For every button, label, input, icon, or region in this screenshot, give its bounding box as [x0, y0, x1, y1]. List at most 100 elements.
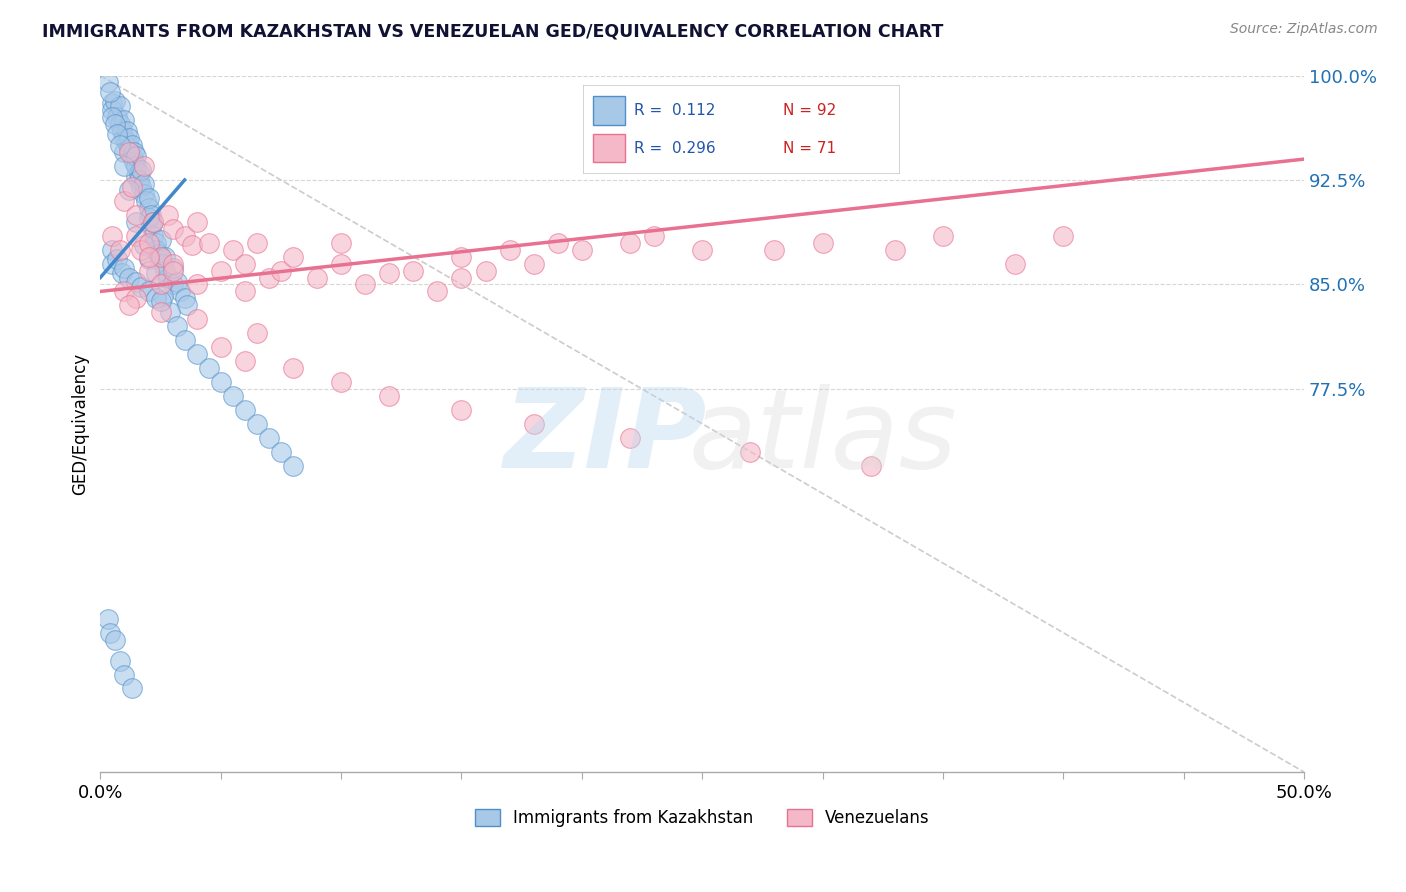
- Point: [378, 266, 401, 280]
- Point: [169, 285, 191, 299]
- Point: [132, 238, 155, 252]
- Point: [270, 263, 292, 277]
- Point: [450, 270, 472, 285]
- Point: [118, 145, 141, 160]
- Point: [108, 654, 131, 668]
- Point: [129, 243, 152, 257]
- Point: [125, 149, 148, 163]
- Point: [122, 145, 145, 160]
- Point: [330, 235, 353, 250]
- Point: [186, 215, 208, 229]
- Point: [111, 266, 134, 280]
- Point: [305, 270, 328, 285]
- Point: [146, 247, 169, 261]
- Point: [125, 275, 148, 289]
- Point: [354, 277, 377, 292]
- Point: [118, 298, 141, 312]
- Point: [173, 333, 195, 347]
- Point: [138, 263, 160, 277]
- Point: [155, 263, 177, 277]
- Point: [209, 263, 232, 277]
- Point: [149, 277, 172, 292]
- Point: [197, 361, 219, 376]
- Point: [97, 612, 120, 626]
- Point: [740, 444, 762, 458]
- Point: [811, 235, 834, 250]
- Point: [281, 361, 304, 376]
- Point: [162, 277, 184, 292]
- Point: [112, 113, 135, 128]
- Legend: Immigrants from Kazakhstan, Venezuelans: Immigrants from Kazakhstan, Venezuelans: [468, 802, 936, 833]
- Point: [186, 277, 208, 292]
- Point: [111, 124, 134, 138]
- Text: atlas: atlas: [689, 384, 957, 491]
- Text: R =  0.112: R = 0.112: [634, 103, 716, 118]
- Point: [132, 177, 155, 191]
- Point: [152, 288, 174, 302]
- Point: [209, 375, 232, 389]
- Y-axis label: GED/Equivalency: GED/Equivalency: [72, 352, 89, 495]
- Point: [112, 194, 135, 208]
- Point: [156, 208, 179, 222]
- Point: [142, 215, 165, 229]
- Point: [571, 243, 593, 257]
- Point: [162, 221, 184, 235]
- Point: [209, 340, 232, 354]
- Point: [166, 319, 188, 334]
- Point: [474, 263, 496, 277]
- Point: [222, 389, 245, 403]
- Point: [1004, 256, 1026, 270]
- Point: [281, 458, 304, 473]
- Point: [121, 681, 143, 696]
- Point: [145, 235, 167, 250]
- Point: [98, 625, 121, 640]
- Point: [129, 163, 152, 178]
- Point: [104, 94, 127, 108]
- Point: [138, 191, 160, 205]
- Point: [159, 305, 181, 319]
- Point: [97, 75, 120, 89]
- Point: [142, 215, 165, 229]
- Point: [125, 215, 148, 229]
- Point: [619, 235, 641, 250]
- Point: [859, 458, 882, 473]
- Point: [112, 667, 135, 681]
- Bar: [593, 96, 624, 125]
- Point: [145, 266, 167, 280]
- Point: [105, 111, 128, 125]
- Point: [101, 96, 124, 111]
- Text: Source: ZipAtlas.com: Source: ZipAtlas.com: [1230, 22, 1378, 37]
- Point: [132, 159, 155, 173]
- Point: [112, 159, 135, 173]
- Point: [108, 138, 131, 153]
- Point: [450, 250, 472, 264]
- Point: [105, 252, 128, 267]
- Point: [138, 235, 160, 250]
- Point: [104, 117, 127, 131]
- Point: [118, 141, 141, 155]
- Point: [129, 180, 152, 194]
- Point: [128, 166, 150, 180]
- Point: [132, 186, 155, 201]
- Point: [98, 85, 121, 99]
- Text: IMMIGRANTS FROM KAZAKHSTAN VS VENEZUELAN GED/EQUIVALENCY CORRELATION CHART: IMMIGRANTS FROM KAZAKHSTAN VS VENEZUELAN…: [42, 22, 943, 40]
- Point: [523, 417, 546, 431]
- Point: [112, 145, 135, 160]
- Point: [108, 243, 131, 257]
- Point: [149, 233, 172, 247]
- Point: [101, 103, 124, 118]
- Point: [932, 228, 955, 243]
- Point: [101, 256, 124, 270]
- Point: [105, 127, 128, 141]
- Point: [135, 194, 157, 208]
- Point: [222, 243, 245, 257]
- Point: [112, 131, 135, 145]
- Point: [330, 256, 353, 270]
- Point: [246, 326, 269, 341]
- Point: [129, 280, 152, 294]
- Point: [233, 402, 256, 417]
- Point: [547, 235, 569, 250]
- Point: [257, 270, 280, 285]
- Point: [450, 402, 472, 417]
- Point: [246, 417, 269, 431]
